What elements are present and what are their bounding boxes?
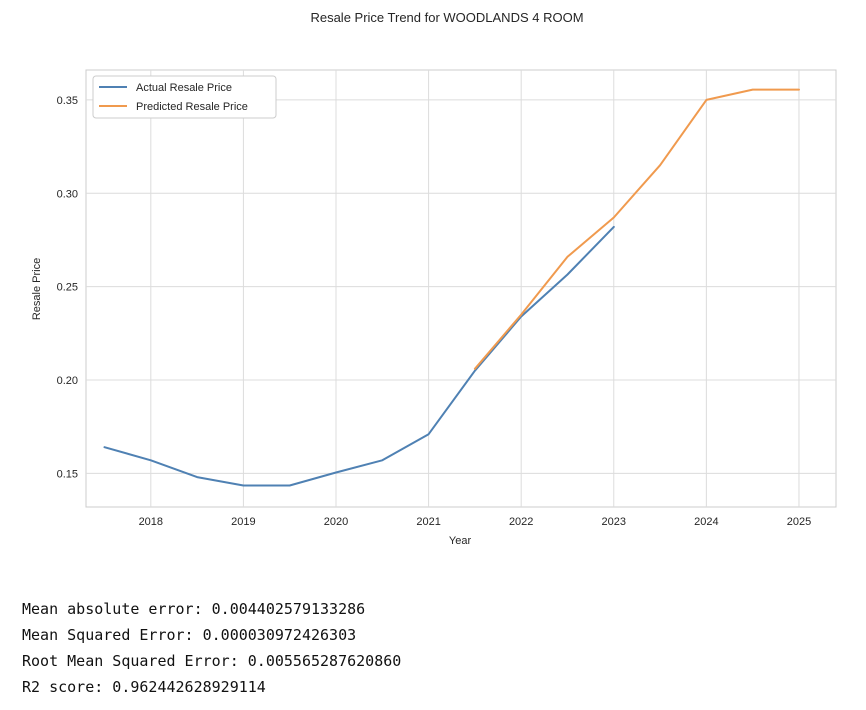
rmse-text: Root Mean Squared Error: 0.0055652876208…	[22, 652, 402, 670]
plot-area	[85, 69, 837, 508]
metrics-output: Mean absolute error: 0.004402579133286 M…	[22, 596, 401, 700]
legend-entry: Actual Resale Price	[136, 82, 232, 94]
line-chart: Resale Price Trend for WOODLANDS 4 ROOM …	[31, 10, 837, 547]
series-line-0	[103, 225, 615, 487]
y-axis-label: Resale Price	[31, 258, 43, 320]
mse-text: Mean Squared Error: 0.000030972426303	[22, 626, 357, 644]
mae-text: Mean absolute error: 0.004402579133286	[22, 600, 366, 618]
x-tick-label: 2023	[602, 516, 626, 528]
x-tick-label: 2022	[509, 516, 533, 528]
x-tick-label: 2021	[416, 516, 440, 528]
r2-text: R2 score: 0.962442628929114	[22, 678, 266, 696]
x-tick-label: 2018	[139, 516, 163, 528]
x-tick-label: 2025	[787, 516, 811, 528]
series-line-1	[473, 88, 800, 370]
series-lines	[103, 88, 800, 487]
y-tick-label: 0.15	[57, 468, 78, 480]
y-tick-label: 0.25	[57, 282, 78, 294]
legend-entry: Predicted Resale Price	[136, 101, 248, 113]
legend-box	[92, 75, 277, 119]
chart-title: Resale Price Trend for WOODLANDS 4 ROOM	[310, 10, 583, 25]
x-axis-label: Year	[449, 535, 472, 547]
y-tick-label: 0.20	[57, 375, 78, 387]
x-tick-label: 2019	[231, 516, 255, 528]
x-tick-label: 2024	[694, 516, 718, 528]
tick-labels: 2018 2019 2020 2021 2022 2023 2024 2025 0.15 0.20…	[57, 95, 812, 528]
y-tick-label: 0.30	[57, 188, 78, 200]
x-tick-label: 2020	[324, 516, 348, 528]
legend: Actual Resale Price Predicted Resale Pric…	[92, 75, 277, 119]
y-tick-label: 0.35	[57, 95, 78, 107]
